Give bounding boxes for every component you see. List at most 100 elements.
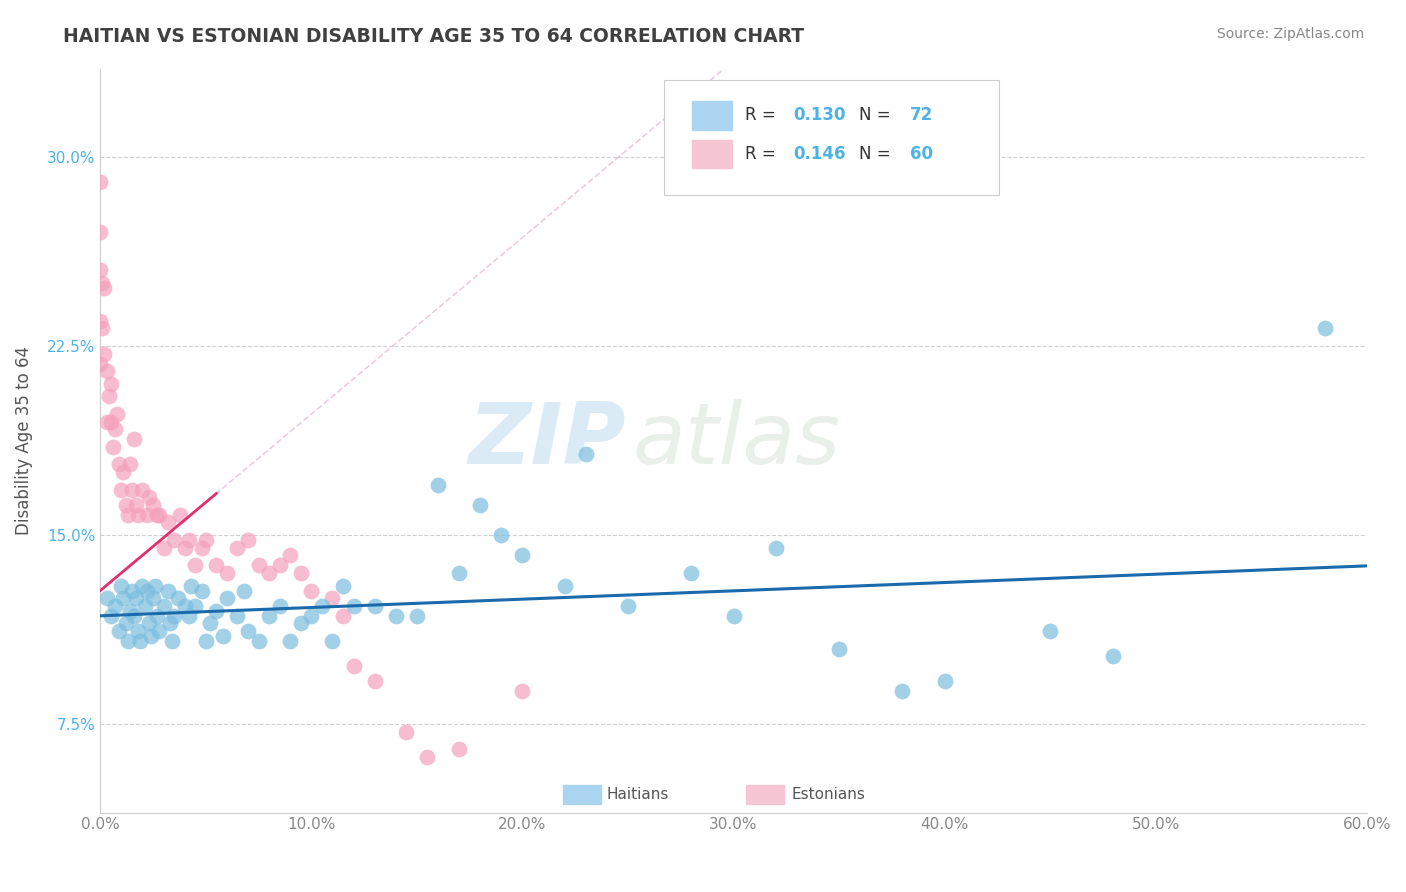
Point <box>142 591 165 606</box>
Point <box>91 276 114 290</box>
Text: 60: 60 <box>910 145 932 163</box>
Point <box>226 608 249 623</box>
FancyBboxPatch shape <box>692 140 733 169</box>
Point <box>177 533 200 548</box>
Text: 72: 72 <box>910 106 932 124</box>
Point <box>184 558 207 573</box>
Point <box>93 281 115 295</box>
Point <box>160 634 183 648</box>
Text: 0.130: 0.130 <box>793 106 845 124</box>
Point <box>321 634 343 648</box>
Point <box>114 498 136 512</box>
Point <box>156 583 179 598</box>
Point <box>449 566 471 580</box>
Point <box>138 490 160 504</box>
Point <box>1102 649 1125 664</box>
Point <box>299 608 322 623</box>
Text: R =: R = <box>745 145 780 163</box>
Point <box>232 583 254 598</box>
Point <box>405 608 427 623</box>
Text: N =: N = <box>859 145 896 163</box>
Point <box>177 608 200 623</box>
Point <box>148 624 170 638</box>
Point <box>131 578 153 592</box>
Y-axis label: Disability Age 35 to 64: Disability Age 35 to 64 <box>15 346 32 535</box>
Point <box>198 616 221 631</box>
Point <box>257 608 280 623</box>
Point <box>104 599 127 613</box>
Point <box>105 407 128 421</box>
Point <box>125 591 148 606</box>
Point <box>491 528 513 542</box>
Point <box>247 634 270 648</box>
Point <box>332 578 354 592</box>
Point <box>89 357 111 371</box>
Point <box>135 583 157 598</box>
Point <box>512 684 534 698</box>
FancyBboxPatch shape <box>562 785 600 804</box>
Point <box>205 604 228 618</box>
Point <box>173 541 195 555</box>
Point <box>100 608 122 623</box>
Point <box>134 599 156 613</box>
Point <box>89 263 111 277</box>
Point <box>156 516 179 530</box>
Point <box>416 750 439 764</box>
Point <box>342 599 364 613</box>
Point <box>247 558 270 573</box>
Point <box>143 578 166 592</box>
Point <box>93 346 115 360</box>
Point <box>121 483 143 497</box>
Point <box>395 724 418 739</box>
Point <box>138 616 160 631</box>
Point <box>97 389 120 403</box>
Point <box>681 566 703 580</box>
Point <box>342 659 364 673</box>
Point <box>127 624 149 638</box>
Point <box>139 629 162 643</box>
Point <box>384 608 406 623</box>
Point <box>617 599 640 613</box>
Point <box>226 541 249 555</box>
Point <box>122 608 145 623</box>
Point <box>152 541 174 555</box>
Text: ZIP: ZIP <box>468 399 626 482</box>
Point <box>142 498 165 512</box>
Point <box>118 604 141 618</box>
Text: Source: ZipAtlas.com: Source: ZipAtlas.com <box>1216 27 1364 41</box>
Point <box>96 591 118 606</box>
Point <box>449 742 471 756</box>
Point <box>89 314 111 328</box>
FancyBboxPatch shape <box>692 102 733 129</box>
Point <box>91 321 114 335</box>
Point <box>321 591 343 606</box>
Point <box>236 533 259 548</box>
Point <box>723 608 745 623</box>
Point <box>96 415 118 429</box>
Point <box>110 483 132 497</box>
Text: 0.146: 0.146 <box>793 145 845 163</box>
Point <box>122 432 145 446</box>
Point <box>159 616 181 631</box>
Point <box>121 583 143 598</box>
Point <box>146 508 169 522</box>
Point <box>135 508 157 522</box>
Point <box>427 477 450 491</box>
Point <box>205 558 228 573</box>
Point <box>169 508 191 522</box>
Point <box>117 508 139 522</box>
Point <box>152 599 174 613</box>
Point <box>110 578 132 592</box>
Point <box>112 591 135 606</box>
Text: Estonians: Estonians <box>792 787 866 802</box>
Point <box>104 422 127 436</box>
Point <box>108 458 131 472</box>
Point <box>934 674 956 689</box>
Text: N =: N = <box>859 106 896 124</box>
Point <box>290 616 312 631</box>
Point <box>118 458 141 472</box>
Point <box>89 226 111 240</box>
Point <box>89 175 111 189</box>
Point <box>190 583 212 598</box>
Point <box>163 608 186 623</box>
